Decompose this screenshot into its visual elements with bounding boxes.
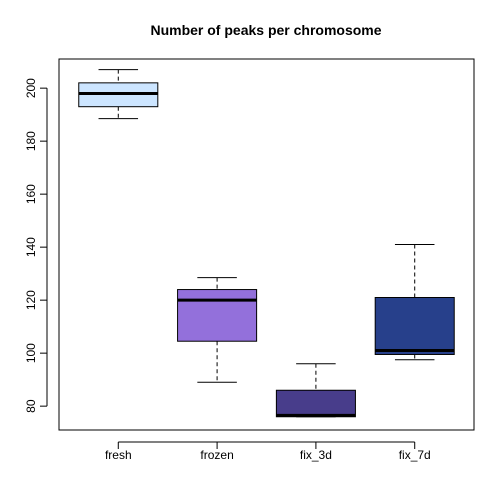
x-tick-label: fix_3d (300, 448, 332, 462)
box-body (374, 297, 455, 355)
box-fix_3d (275, 363, 356, 418)
y-axis: 80 100 120 140 160 180 200 (24, 78, 48, 413)
y-tick-label: 160 (24, 184, 38, 204)
box-frozen (177, 277, 258, 383)
y-tick-label: 80 (24, 399, 38, 413)
y-tick-label: 100 (24, 343, 38, 363)
plot-area-frame (58, 58, 475, 431)
x-tick-label: fix_7d (399, 448, 431, 462)
box-fix_7d (374, 244, 455, 361)
x-tick-label: fresh (105, 448, 132, 462)
x-tick-label: frozen (200, 448, 233, 462)
y-tick-label: 140 (24, 237, 38, 257)
y-tick-label: 120 (24, 290, 38, 310)
boxes-group (78, 69, 455, 418)
box-fresh (78, 69, 159, 120)
y-tick-label: 200 (24, 78, 38, 98)
chart-title: Number of peaks per chromosome (150, 22, 381, 38)
x-axis: fresh frozen fix_3d fix_7d (105, 441, 431, 462)
box-body (275, 389, 356, 418)
box-body (177, 289, 258, 342)
y-tick-label: 180 (24, 131, 38, 151)
